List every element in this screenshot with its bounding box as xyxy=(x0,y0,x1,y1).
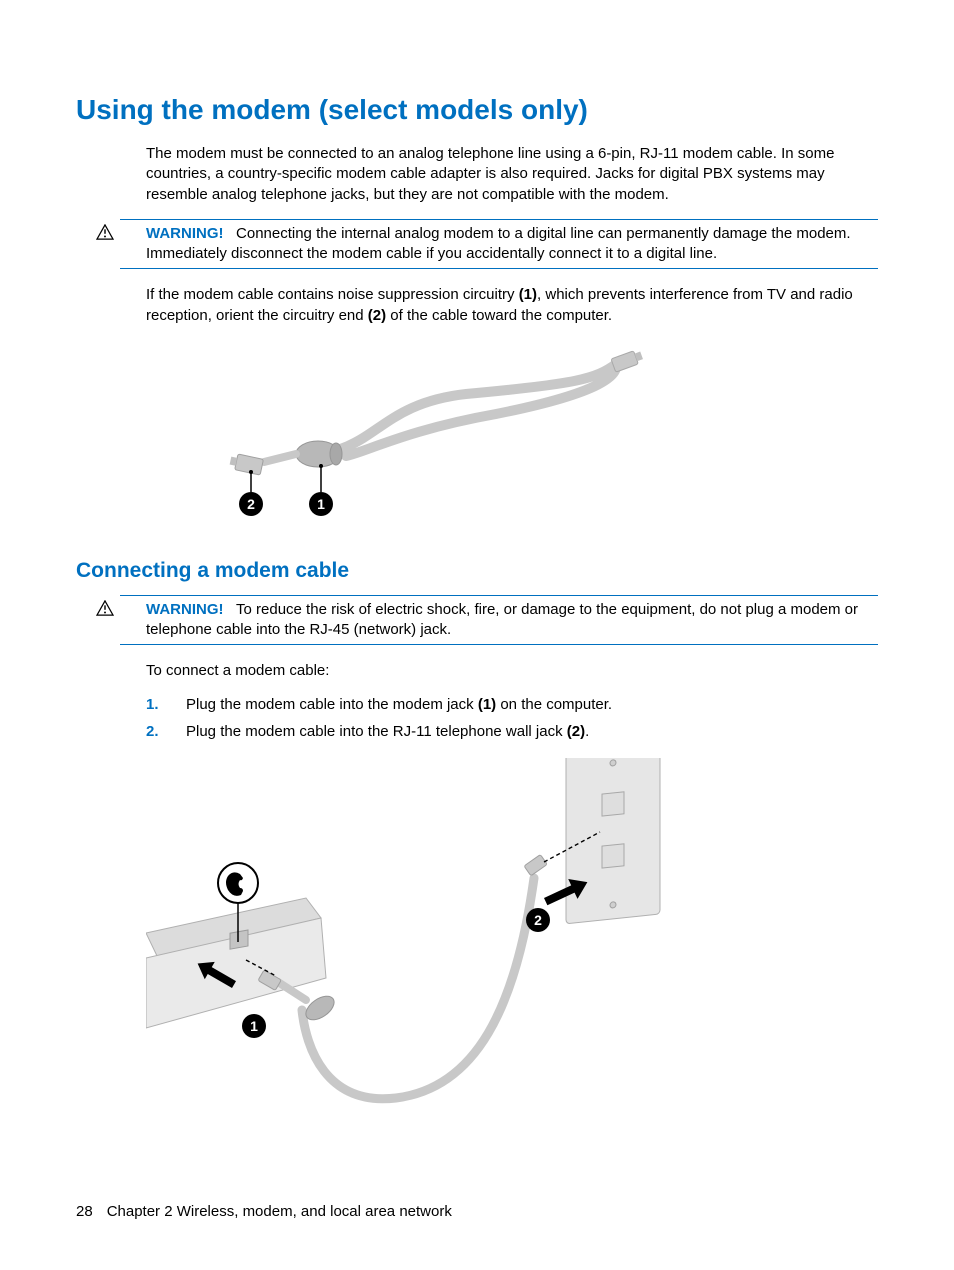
page-footer: 28 Chapter 2 Wireless, modem, and local a… xyxy=(76,1203,452,1220)
warning-box-1: WARNING! Connecting the internal analog … xyxy=(120,219,878,270)
warning-1-text: WARNING! Connecting the internal analog … xyxy=(146,224,878,265)
circuitry-paragraph: If the modem cable contains noise suppre… xyxy=(146,285,878,326)
intro-paragraph: The modem must be connected to an analog… xyxy=(146,144,878,205)
step-1-text: Plug the modem cable into the modem jack… xyxy=(186,696,612,713)
page-number: 28 xyxy=(76,1203,93,1220)
fig1-callout-1: 1 xyxy=(317,496,325,512)
warning-box-2: WARNING! To reduce the risk of electric … xyxy=(120,595,878,646)
figure-connect-modem: 1 2 xyxy=(146,758,878,1133)
warning-2-body: To reduce the risk of electric shock, fi… xyxy=(146,601,858,638)
chapter-label: Chapter 2 Wireless, modem, and local are… xyxy=(107,1203,452,1220)
circ-post: of the cable toward the computer. xyxy=(386,307,612,324)
warning-2-label: WARNING! xyxy=(146,601,224,618)
step-2-number: 2. xyxy=(146,723,186,740)
step-2-text: Plug the modem cable into the RJ-11 tele… xyxy=(186,723,589,740)
fig1-callout-2: 2 xyxy=(247,496,255,512)
warning-triangle-icon xyxy=(96,224,114,240)
warning-1-body: Connecting the internal analog modem to … xyxy=(146,225,851,262)
circ-pre: If the modem cable contains noise suppre… xyxy=(146,286,519,303)
page-heading: Using the modem (select models only) xyxy=(76,94,878,126)
step-2: 2. Plug the modem cable into the RJ-11 t… xyxy=(146,723,878,740)
fig2-callout-2: 2 xyxy=(534,912,542,928)
circ-b1: (1) xyxy=(519,286,537,303)
circ-b2: (2) xyxy=(368,307,386,324)
section-heading-connecting: Connecting a modem cable xyxy=(76,559,878,583)
warning-1-label: WARNING! xyxy=(146,225,224,242)
fig2-callout-1: 1 xyxy=(250,1018,258,1034)
warning-triangle-icon xyxy=(96,600,114,616)
connect-lead: To connect a modem cable: xyxy=(146,661,878,681)
step-1-number: 1. xyxy=(146,696,186,713)
warning-2-text: WARNING! To reduce the risk of electric … xyxy=(146,600,878,641)
step-1: 1. Plug the modem cable into the modem j… xyxy=(146,696,878,713)
figure-cable-callouts: 1 2 xyxy=(146,344,878,539)
